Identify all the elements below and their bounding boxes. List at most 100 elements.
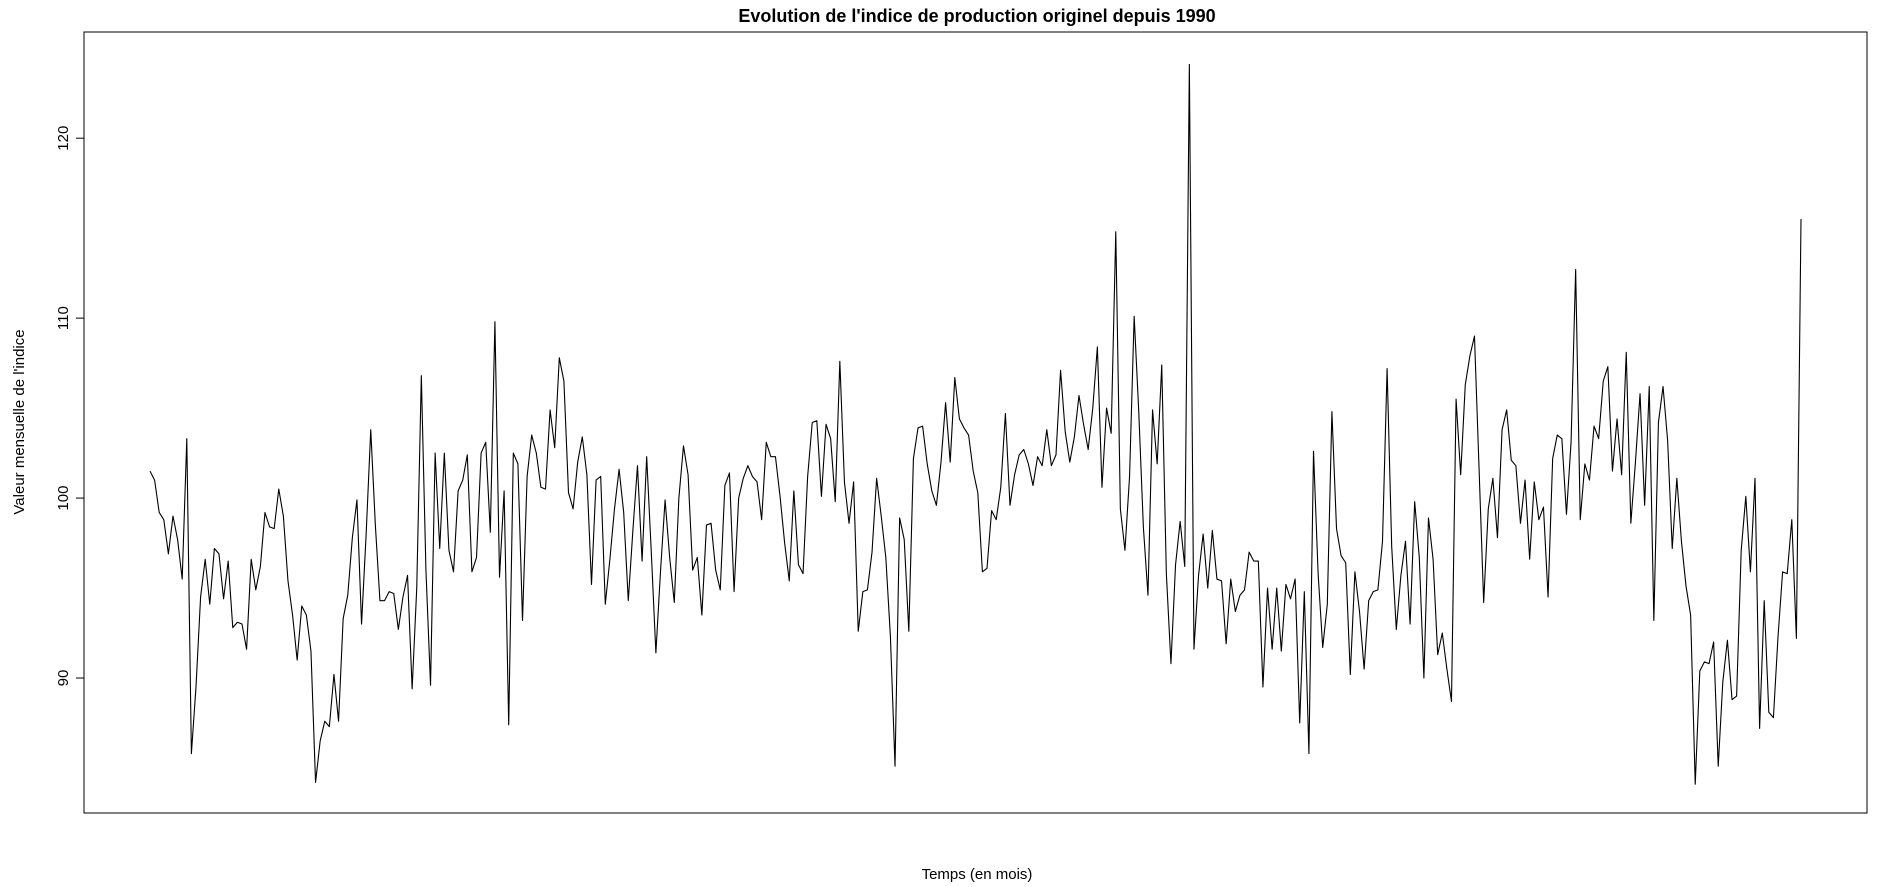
data-point xyxy=(167,552,170,555)
data-point xyxy=(875,477,878,480)
data-point xyxy=(1059,369,1062,372)
data-point xyxy=(383,599,386,602)
data-point xyxy=(360,623,363,626)
data-point xyxy=(1611,470,1614,473)
data-point xyxy=(774,455,777,458)
data-point xyxy=(1436,653,1439,656)
data-point xyxy=(765,441,768,444)
data-point xyxy=(319,740,322,743)
data-point xyxy=(622,511,625,514)
data-point xyxy=(926,462,929,465)
y-axis-label: Valeur mensuelle de l'indice xyxy=(11,329,28,514)
data-point xyxy=(498,576,501,579)
data-point xyxy=(190,752,193,755)
data-point xyxy=(1321,646,1324,649)
data-point xyxy=(1648,385,1651,388)
data-point xyxy=(171,515,174,518)
data-point xyxy=(1156,462,1159,465)
data-point xyxy=(659,570,662,573)
data-point xyxy=(1330,410,1333,413)
data-point xyxy=(544,488,547,491)
data-point xyxy=(1708,662,1711,665)
data-point xyxy=(990,509,993,512)
data-point xyxy=(222,597,225,600)
data-point xyxy=(631,529,634,532)
data-point xyxy=(710,522,713,525)
data-point xyxy=(470,570,473,573)
data-point xyxy=(1712,641,1715,644)
data-point xyxy=(443,452,446,455)
data-point xyxy=(1082,423,1085,426)
data-point xyxy=(1588,479,1591,482)
data-point xyxy=(705,524,708,527)
data-point xyxy=(700,614,703,617)
plot-box xyxy=(83,31,1868,814)
data-point xyxy=(567,491,570,494)
data-point xyxy=(1160,363,1163,366)
data-point xyxy=(332,673,335,676)
data-point xyxy=(1165,572,1168,575)
data-point xyxy=(682,444,685,447)
data-point xyxy=(1675,477,1678,480)
data-point xyxy=(1514,464,1517,467)
data-point xyxy=(1395,628,1398,631)
data-point xyxy=(1551,457,1554,460)
data-point xyxy=(401,596,404,599)
data-point xyxy=(636,464,639,467)
data-point xyxy=(314,781,317,784)
data-point xyxy=(1050,464,1053,467)
data-point xyxy=(374,524,377,527)
data-point xyxy=(1399,574,1402,577)
data-point xyxy=(1620,473,1623,476)
data-point xyxy=(323,720,326,723)
data-point xyxy=(411,687,414,690)
data-point xyxy=(848,522,851,525)
data-point xyxy=(181,578,184,581)
data-point xyxy=(535,452,538,455)
data-point xyxy=(213,547,216,550)
data-point xyxy=(1188,63,1191,66)
data-point xyxy=(1022,448,1025,451)
data-point xyxy=(1721,680,1724,683)
data-point xyxy=(1100,486,1103,489)
data-point xyxy=(1169,662,1172,665)
data-point xyxy=(162,518,165,521)
data-point xyxy=(1602,380,1605,383)
data-point xyxy=(1666,439,1669,442)
data-point xyxy=(1491,477,1494,480)
data-point xyxy=(1616,417,1619,420)
data-point xyxy=(1629,522,1632,525)
data-point xyxy=(1146,594,1149,597)
data-point xyxy=(1533,480,1536,483)
data-point xyxy=(967,434,970,437)
data-point xyxy=(1386,367,1389,370)
data-point xyxy=(1473,335,1476,338)
data-point xyxy=(484,441,487,444)
data-point xyxy=(562,380,565,383)
data-point xyxy=(240,623,243,626)
data-point xyxy=(1349,673,1352,676)
data-point xyxy=(1183,565,1186,568)
data-point xyxy=(1767,711,1770,714)
data-point xyxy=(903,538,906,541)
data-point xyxy=(1450,700,1453,703)
data-point xyxy=(1744,495,1747,498)
data-point xyxy=(1519,522,1522,525)
data-point xyxy=(1294,578,1297,581)
data-point xyxy=(884,556,887,559)
data-point xyxy=(1064,430,1067,433)
data-point xyxy=(1786,572,1789,575)
data-point xyxy=(1054,453,1057,456)
data-point xyxy=(1312,450,1315,453)
data-point xyxy=(277,488,280,491)
data-point xyxy=(369,428,372,431)
data-point xyxy=(1045,428,1048,431)
data-point xyxy=(1717,765,1720,768)
data-point xyxy=(1625,351,1628,354)
data-point xyxy=(1445,668,1448,671)
data-point xyxy=(1468,354,1471,357)
y-tick-label: 90 xyxy=(55,670,72,687)
data-point xyxy=(1740,549,1743,552)
data-point xyxy=(871,551,874,554)
data-point xyxy=(1685,585,1688,588)
